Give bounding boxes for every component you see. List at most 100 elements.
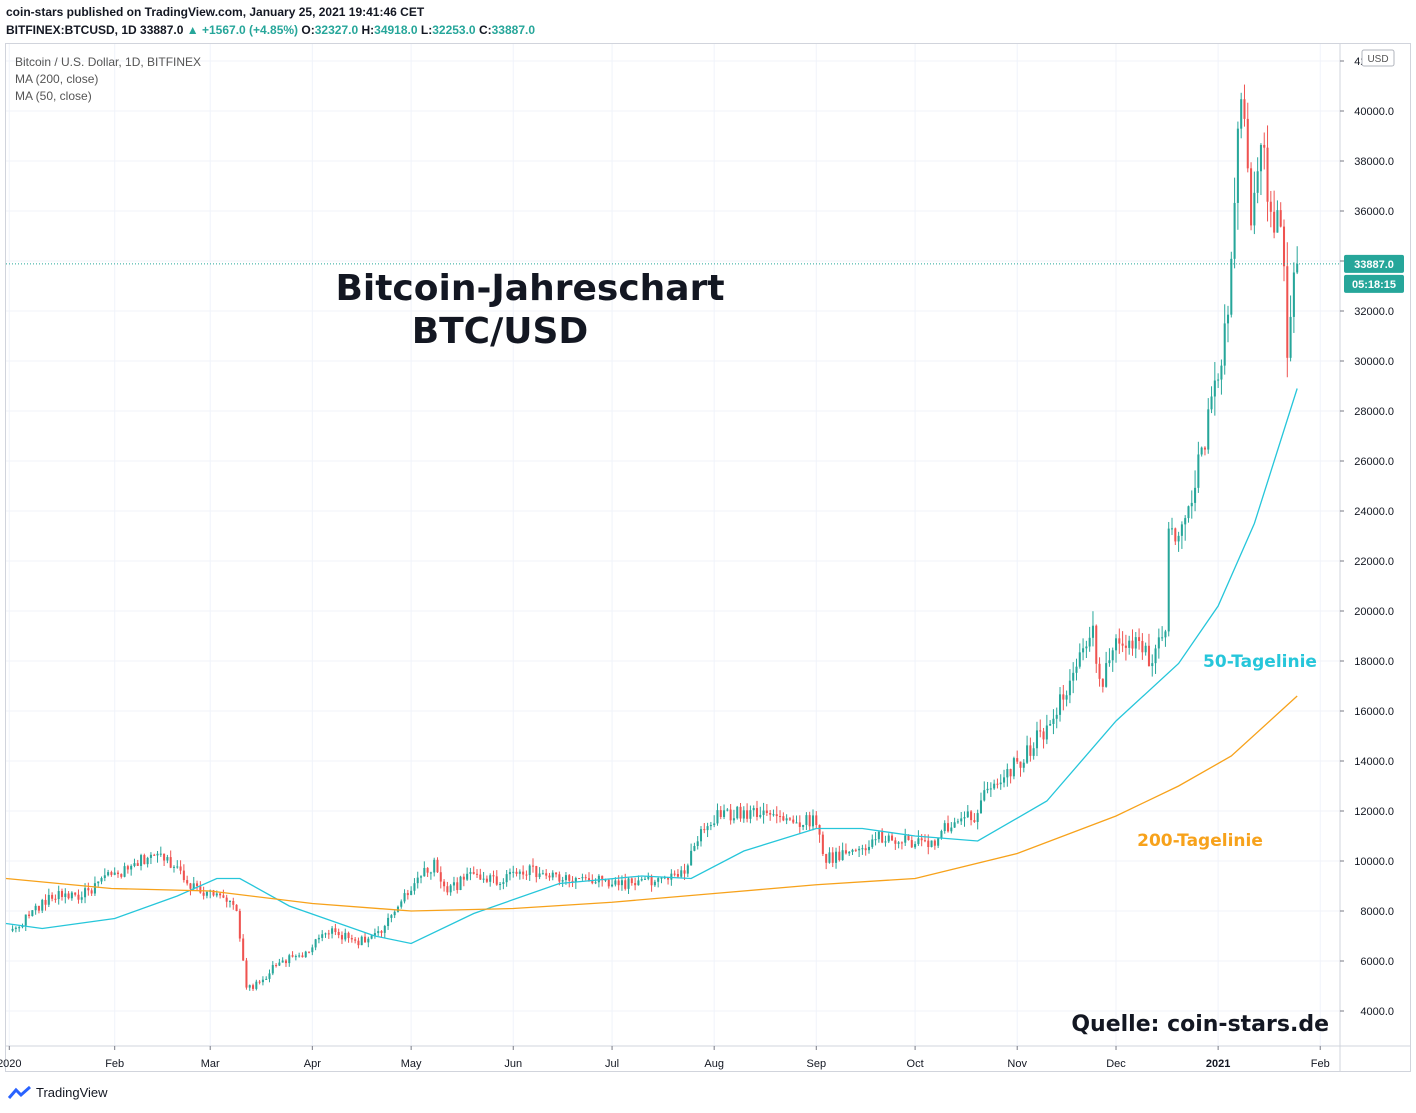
chart-title-line1: Bitcoin-Jahreschart (335, 268, 724, 309)
x-tick-label: Feb (105, 1058, 124, 1070)
candle-body (87, 888, 90, 891)
candle (120, 873, 123, 879)
candle (67, 891, 70, 900)
candle-body (831, 852, 834, 863)
candle (1263, 132, 1266, 170)
y-tick-label: 18000.0 (1354, 656, 1394, 668)
candle-body (383, 926, 386, 933)
candle-body (630, 878, 633, 884)
legend-ma200[interactable]: MA (200, close) (15, 72, 99, 86)
candle-body (973, 820, 976, 822)
candle (884, 835, 887, 847)
candle-body (485, 878, 488, 882)
candle (446, 881, 449, 896)
candle-body (1082, 648, 1085, 653)
candle-body (871, 839, 874, 847)
candle (736, 805, 739, 820)
candle (416, 871, 419, 889)
candle (1154, 644, 1157, 674)
candle-body (854, 849, 857, 851)
candle-body (541, 873, 544, 875)
candle-body (752, 808, 755, 811)
candle-body (1253, 192, 1256, 226)
candle-body (1019, 761, 1022, 768)
candle (581, 873, 584, 881)
tradingview-logo-icon (8, 1085, 31, 1099)
candle (953, 817, 956, 828)
candle (479, 868, 482, 880)
candle (1250, 162, 1253, 231)
candle (11, 925, 14, 933)
candle (37, 905, 40, 914)
candle (1052, 709, 1055, 735)
candle-body (525, 874, 528, 876)
candle (228, 900, 232, 908)
candle (1236, 121, 1239, 230)
close-label: C: (478, 23, 492, 37)
candle-body (1282, 226, 1286, 267)
candle-body (57, 891, 60, 900)
candle (182, 864, 185, 883)
candle (1012, 756, 1015, 780)
footer-brand[interactable]: TradingView (8, 1085, 108, 1100)
candle (452, 876, 455, 891)
candle (838, 845, 841, 862)
candle-body (673, 873, 676, 875)
candle-body (960, 818, 963, 822)
candle-body (255, 981, 258, 989)
candle-body (390, 915, 393, 918)
candle (1003, 769, 1006, 788)
candle (1144, 642, 1147, 656)
candle (683, 863, 686, 881)
candle (828, 847, 831, 864)
candle-body (215, 893, 218, 896)
candle-body (449, 885, 452, 893)
candle (153, 853, 156, 856)
candle-body (350, 938, 353, 940)
candle-body (1088, 637, 1091, 647)
ma200-line (5, 695, 1298, 912)
legend-symbol[interactable]: Bitcoin / U.S. Dollar, 1D, BITFINEX (15, 55, 202, 69)
y-tick-label: 28000.0 (1354, 406, 1394, 418)
y-tick-label: 6000.0 (1360, 956, 1394, 968)
candle (607, 878, 610, 889)
candle-body (848, 851, 851, 854)
candle-body (1233, 202, 1236, 259)
candle-body (604, 879, 607, 881)
candle (798, 815, 801, 834)
candle-body (1105, 663, 1108, 687)
legend-ma50[interactable]: MA (50, close) (15, 89, 92, 103)
candle (1282, 219, 1286, 282)
candle (811, 809, 815, 831)
candle-body (1210, 396, 1213, 410)
candle (314, 938, 317, 951)
candle (630, 877, 633, 886)
y-tick-label: 36000.0 (1354, 206, 1394, 218)
candle-body (1226, 314, 1230, 324)
candle-body (953, 822, 956, 828)
candle (923, 834, 926, 843)
candle (1131, 629, 1134, 656)
candle (403, 889, 406, 904)
candle (1016, 750, 1019, 764)
candle (242, 934, 245, 962)
candle (1279, 202, 1282, 228)
candle-body (495, 876, 498, 885)
x-tick-label: 2020 (0, 1058, 22, 1070)
candle-body (538, 873, 541, 878)
candle (413, 878, 416, 895)
candle (1170, 517, 1174, 536)
candle-body (900, 842, 903, 844)
candle (825, 853, 828, 870)
candle-body (1266, 147, 1269, 202)
candle (752, 805, 755, 817)
candle-body (357, 940, 360, 946)
candle (660, 877, 663, 884)
candle (64, 888, 67, 904)
candle (1200, 446, 1203, 457)
candle-body (252, 985, 255, 989)
candle (1190, 490, 1193, 519)
candle-body (531, 865, 535, 867)
candle-body (1085, 646, 1088, 649)
